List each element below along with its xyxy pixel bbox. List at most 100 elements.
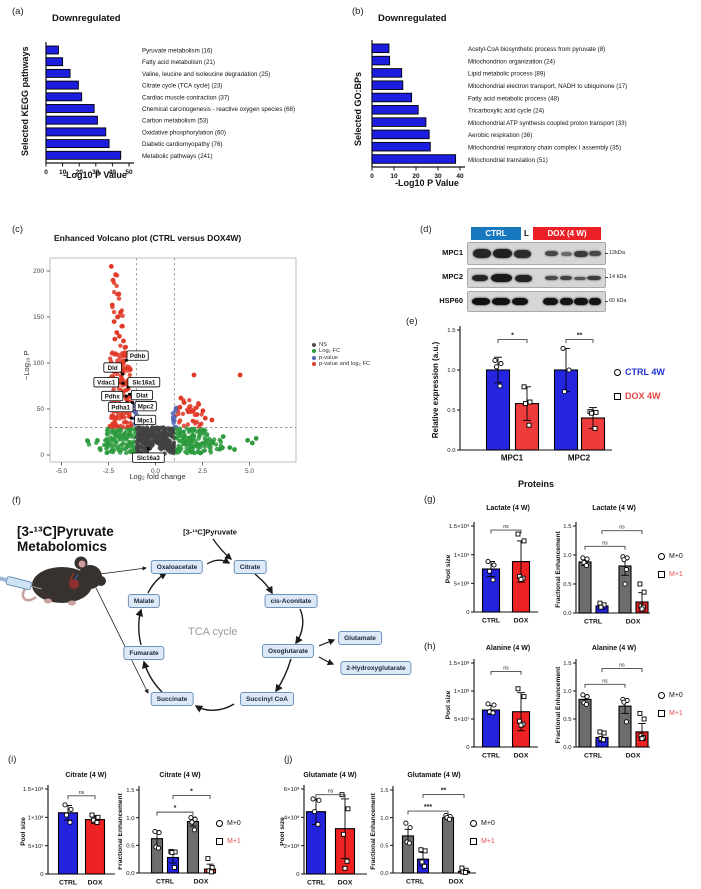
- legend-label: M+1: [669, 571, 683, 578]
- svg-text:6×10⁸: 6×10⁸: [284, 786, 300, 793]
- blot-band: [574, 298, 588, 305]
- svg-text:Glutamate (4 W): Glutamate (4 W): [303, 772, 356, 779]
- kda-label: 14 kDa: [609, 274, 627, 280]
- bar-label-4: Cardiac muscle contraction (37): [142, 94, 229, 101]
- square-symbol-icon: [216, 838, 223, 845]
- svg-text:-5.0: -5.0: [56, 468, 68, 475]
- bar-label-6: Carbon metabolism (53): [142, 118, 208, 125]
- blot-band: [559, 276, 573, 280]
- bar-label-7: Oxidative phosphorylation (60): [142, 129, 226, 136]
- syringe-icon: [0, 576, 42, 591]
- svg-text:ns: ns: [619, 663, 625, 669]
- bar-label-9: Mitochondrial translation (51): [468, 157, 548, 164]
- bar-M+0: [441, 817, 455, 874]
- bar-label-4: Fatty acid metabolic process (48): [468, 95, 559, 102]
- svg-text:0.0: 0.0: [563, 611, 572, 617]
- panel-f-label: (f): [12, 495, 21, 506]
- svg-text:1.5×10⁹: 1.5×10⁹: [449, 523, 470, 530]
- bar-label-2: Valine, leucine and isoleucine degradati…: [142, 71, 270, 78]
- bar-label-8: Diabetic cardiomyopathy (76): [142, 141, 222, 148]
- svg-text:Pool size: Pool size: [280, 817, 286, 846]
- bar-label-5: Chemical carcinogenesis - reactive oxyge…: [142, 106, 295, 113]
- blot-band: [574, 276, 586, 280]
- legend-dot-icon: [312, 362, 316, 367]
- blot-header-ctrl: CTRL: [471, 227, 521, 240]
- legend-label: p-value and log₂ FC: [319, 361, 371, 368]
- svg-text:150: 150: [33, 314, 44, 321]
- legend-item-M+1: M+1: [470, 838, 495, 845]
- svg-text:***: ***: [424, 804, 432, 811]
- chart-h-pool: Alanine (4 W) Pool size 1.5×10⁸ 1×10⁸ 5×10⁷ 0…: [445, 645, 538, 760]
- bar-3: [371, 80, 404, 90]
- svg-text:Pool size: Pool size: [20, 817, 27, 846]
- bar-4: [45, 92, 83, 102]
- svg-text:0: 0: [40, 872, 44, 878]
- legend-label: Log₂ FC: [319, 348, 341, 355]
- svg-text:0.5: 0.5: [447, 408, 456, 414]
- svg-text:0.0: 0.0: [126, 871, 135, 877]
- svg-text:CTRL: CTRL: [406, 879, 424, 886]
- chart-i-pool: Citrate (4 W) Pool size 1.5×10⁸ 1×10⁸ 5×10⁷ 0…: [20, 772, 115, 887]
- panel-h-label: (h): [424, 641, 436, 652]
- svg-text:*: *: [190, 789, 193, 796]
- bar-0: [45, 45, 59, 55]
- legend-item-M+0: M+0: [470, 820, 495, 827]
- svg-text:Pool size: Pool size: [445, 554, 452, 583]
- svg-text:1.5×10⁸: 1.5×10⁸: [449, 660, 470, 667]
- bar-label-5: Tricarboxylic acid cycle (24): [468, 108, 544, 115]
- svg-text:DOX: DOX: [338, 880, 353, 887]
- bar-4: [371, 92, 413, 103]
- kda-label: 12kDa: [609, 249, 625, 256]
- legend-item-M+1: M+1: [658, 571, 683, 578]
- legend-dot-icon: [312, 349, 316, 354]
- svg-text:Relative expression (a.u.): Relative expression (a.u.): [431, 341, 440, 438]
- svg-text:1×10⁹: 1×10⁹: [454, 552, 470, 559]
- svg-text:Pdha1: Pdha1: [111, 405, 130, 412]
- svg-text:Alanine (4 W): Alanine (4 W): [592, 645, 636, 652]
- svg-text:DOX: DOX: [194, 879, 209, 886]
- chart-j-pool: Glutamate (4 W) Pool size 6×10⁸ 4×10⁸ 2×10⁸ 0…: [280, 772, 367, 887]
- bar-9: [371, 154, 457, 164]
- svg-text:30: 30: [92, 169, 100, 176]
- blot-band: [589, 251, 601, 256]
- svg-text:Fractional Enhancement: Fractional Enhancement: [555, 530, 562, 607]
- svg-text:0.5: 0.5: [563, 582, 572, 588]
- mouse-illustration: [0, 556, 106, 606]
- svg-text:1×10⁸: 1×10⁸: [28, 815, 44, 822]
- bar-0: [371, 43, 390, 54]
- svg-text:1.0: 1.0: [563, 553, 572, 559]
- svg-text:1.5: 1.5: [563, 661, 572, 667]
- metabolomics-title: [3-¹³C]Pyruvate Metabolomics: [17, 524, 114, 554]
- tca-cycle-label: TCA cycle: [188, 626, 238, 638]
- svg-text:Vdac1: Vdac1: [97, 380, 116, 387]
- svg-text:1.5: 1.5: [126, 788, 135, 794]
- svg-text:0: 0: [40, 452, 44, 459]
- chart-g-pool: Lactate (4 W) Pool size 1.5×10⁹ 1×10⁹ 5×10⁸ 0…: [445, 505, 538, 625]
- blot-band: [472, 249, 492, 258]
- panel-e-label: (e): [406, 316, 418, 327]
- metabolomics-title-line1: [3-¹³C]Pyruvate: [17, 524, 114, 539]
- tca-arrows: [95, 538, 336, 713]
- bar-7: [45, 127, 107, 137]
- tca-node-fumarate: Fumarate: [123, 646, 165, 660]
- volcano-xlabel: Log₂ fold change: [129, 472, 186, 481]
- chart-j-frac: Glutamate (4 W) Fractional Enhancement1.5…: [370, 772, 476, 886]
- svg-text:Fractional Enhancement: Fractional Enhancement: [555, 666, 562, 743]
- panel-b-label: (b): [352, 6, 364, 17]
- legend-item-M+0: M+0: [216, 820, 241, 827]
- kda-tick: [605, 252, 608, 254]
- tca-node-2-hydroxyglutarate: 2-Hydroxyglutarate: [340, 661, 412, 675]
- chart-e: Relative expression (a.u.) 1.5 1.0 0.5 0.0 MP…: [431, 326, 612, 463]
- legend-label: M+0: [669, 553, 683, 560]
- blot-band: [543, 298, 559, 305]
- square-symbol-icon: [614, 392, 621, 400]
- blot-band: [472, 275, 489, 281]
- tca-node-succinyl-coa: Succinyl CoA: [240, 692, 294, 706]
- square-symbol-icon: [470, 838, 477, 845]
- blot-protein-label: HSP60: [439, 295, 463, 305]
- legend-item-M+1: M+1: [216, 838, 241, 845]
- svg-text:50: 50: [125, 169, 133, 176]
